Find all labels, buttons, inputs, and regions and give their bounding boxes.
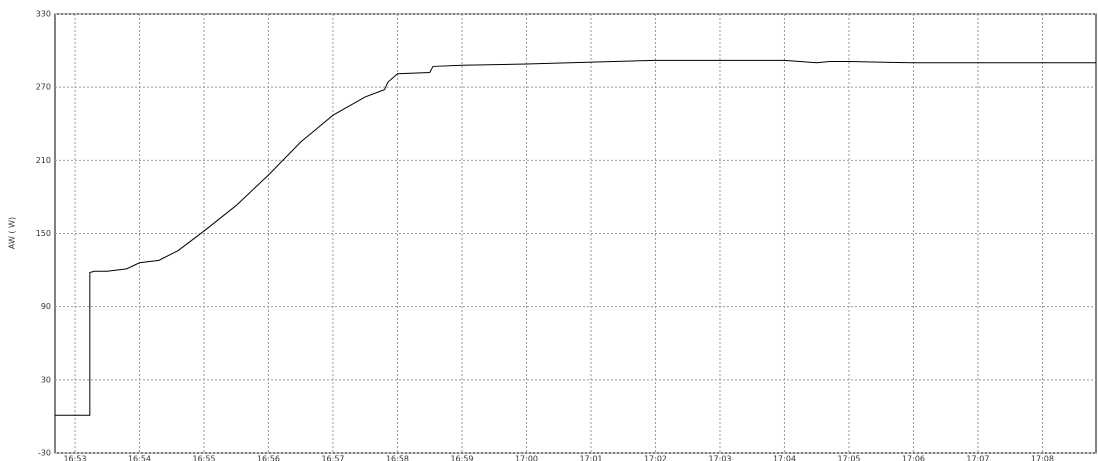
x-tick-label: 17:00 [515, 455, 538, 461]
x-tick-label: 17:03 [708, 455, 731, 461]
x-tick-label: 16:58 [386, 455, 409, 461]
x-tick-label: 16:54 [128, 455, 151, 461]
y-tick-label: -30 [38, 449, 51, 458]
x-tick-label: 17:02 [644, 455, 667, 461]
y-tick-label: 150 [36, 229, 51, 238]
y-tick-label: 330 [36, 10, 51, 19]
x-tick-label: 16:59 [450, 455, 473, 461]
x-tick-label: 16:55 [192, 455, 215, 461]
x-tick-label: 17:08 [1031, 455, 1054, 461]
x-tick-label: 17:07 [966, 455, 989, 461]
data-line [55, 59, 1096, 416]
x-tick-label: 16:56 [257, 455, 280, 461]
y-axis-label: AW ( W) [8, 217, 17, 249]
y-tick-label: 90 [41, 302, 51, 311]
x-tick-label: 16:53 [63, 455, 86, 461]
x-tick-label: 17:06 [902, 455, 925, 461]
x-tick-label: 16:57 [321, 455, 344, 461]
x-tick-label: 17:04 [773, 455, 796, 461]
y-tick-label: 270 [36, 83, 51, 92]
x-tick-label: 17:05 [837, 455, 860, 461]
y-tick-label: 30 [41, 375, 51, 384]
y-tick-label: 210 [36, 156, 51, 165]
x-tick-label: 17:01 [579, 455, 602, 461]
